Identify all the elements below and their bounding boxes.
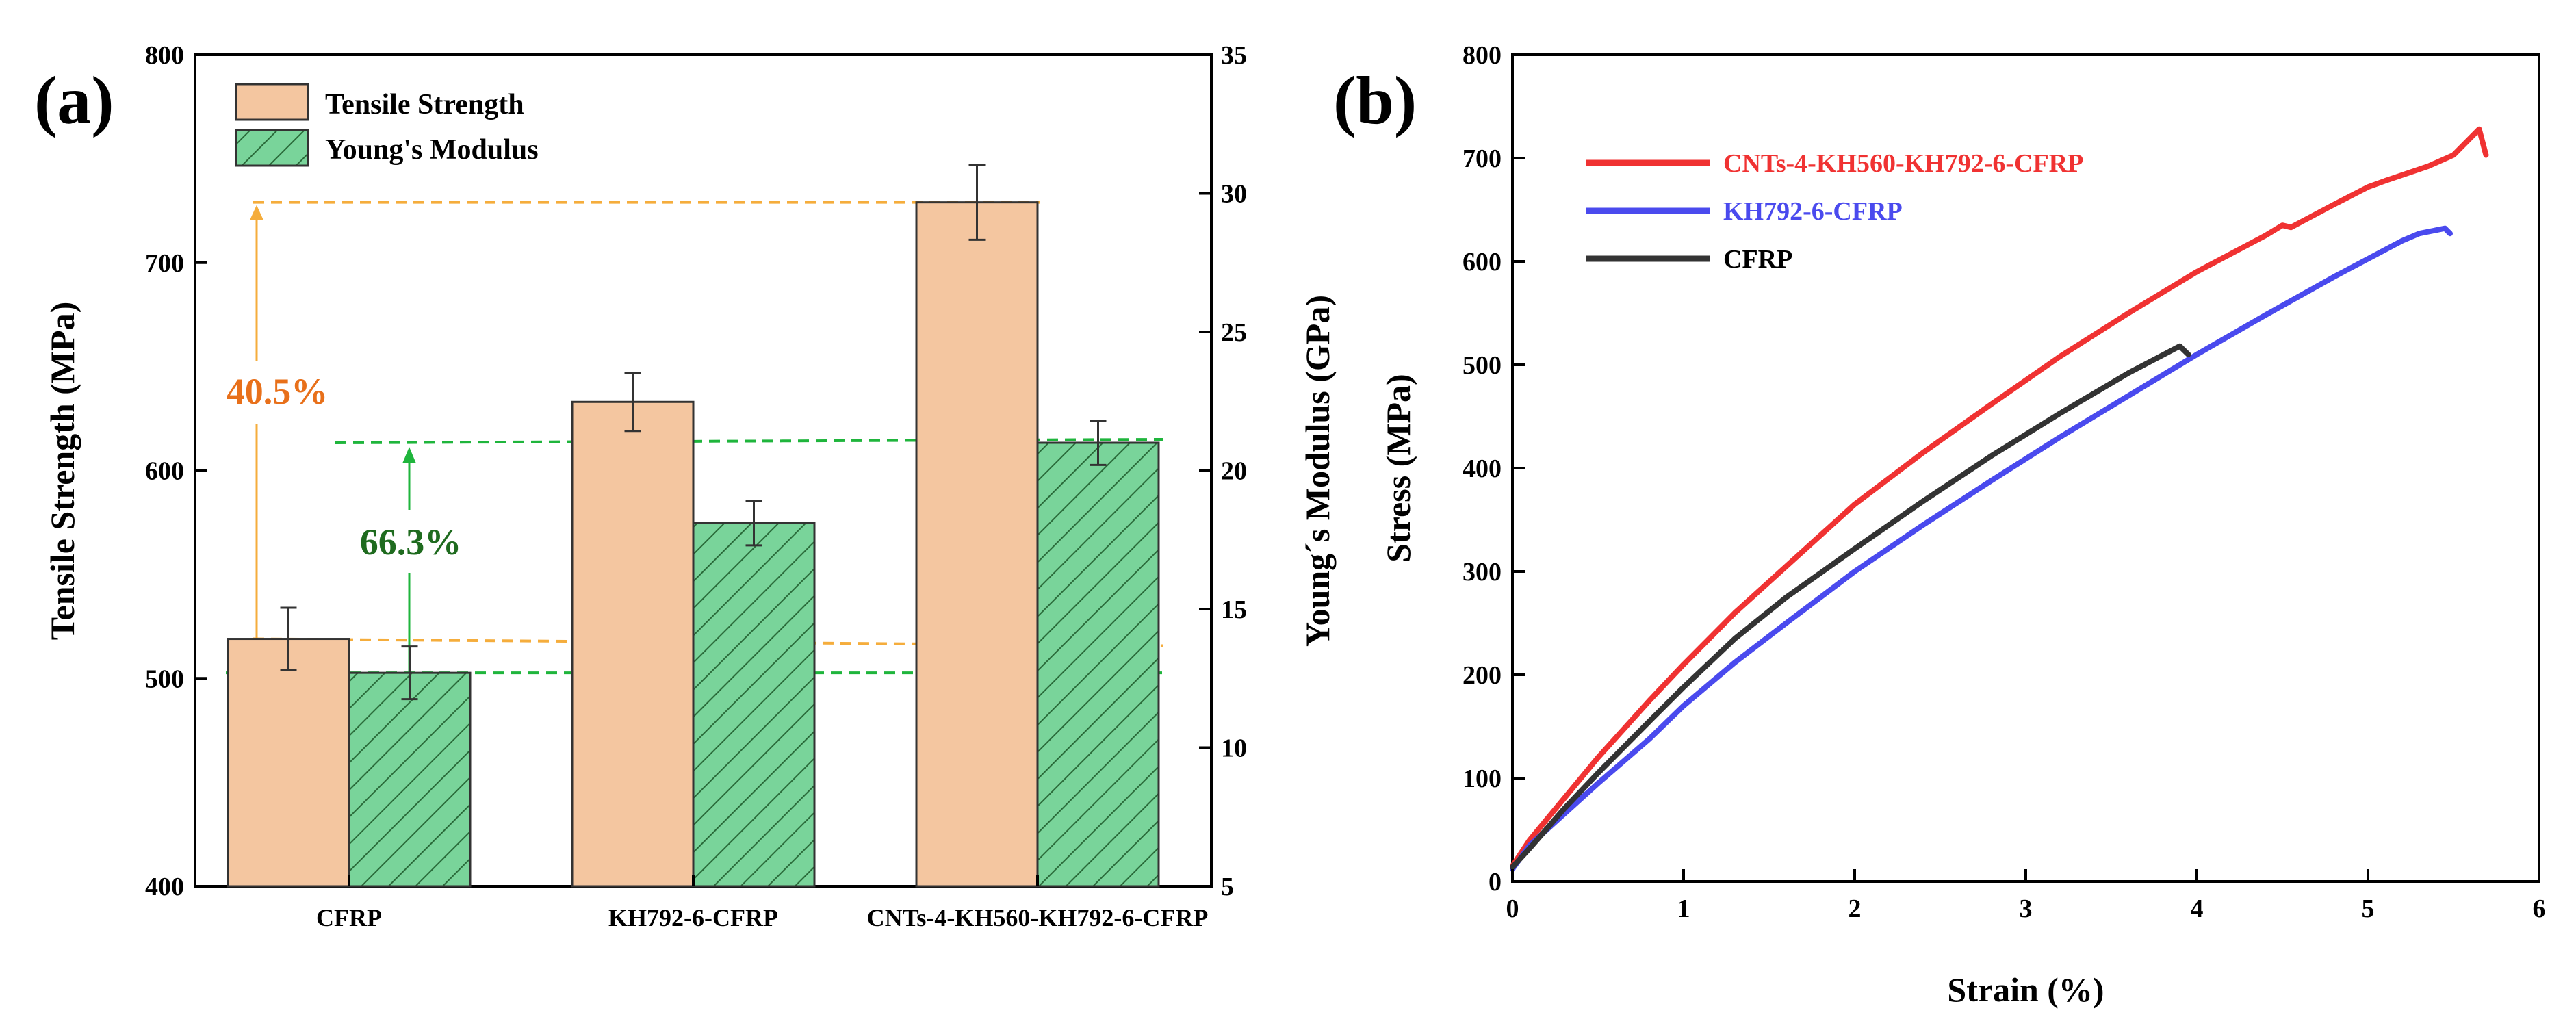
x-tick-label: 5 xyxy=(2362,894,2375,923)
panel-a-category-labels: CFRP KH792-6-CFRP CNTs-4-KH560-KH792-6-CFR… xyxy=(316,875,1208,931)
bar-tensile-strength xyxy=(571,400,695,888)
panel-b-legend: CNTs-4-KH560-KH792-6-CFRP KH792-6-CFRP C… xyxy=(1586,149,2083,274)
panel-a-annotations: 40.5% 66.3% xyxy=(218,361,479,573)
right-tick-label: 20 xyxy=(1221,457,1247,486)
left-tick-label: 700 xyxy=(145,249,184,278)
legend-label-cfrp: CFRP xyxy=(1723,245,1792,274)
panel-a-bar-chart: (a) 400 500 600 700 800 5 10 15 20 25 30 35 CFRP KH… xyxy=(34,41,1337,931)
panel-a-legend: Tensile Strength Young's Modulus xyxy=(235,83,539,167)
x-tick-label: 3 xyxy=(2020,894,2033,923)
annotation-box-40-5 xyxy=(218,361,341,424)
arrow-modulus-head xyxy=(402,447,416,463)
y-tick-label: 200 xyxy=(1463,661,1502,690)
y-tick-label: 400 xyxy=(1463,454,1502,483)
series-line xyxy=(1510,343,2191,870)
panel-a-bars xyxy=(227,164,1160,888)
panel-b-x-axis-ticks: 0 1 2 3 4 5 6 xyxy=(1506,869,2546,923)
panel-a-y2-axis-title: Young´s Modulus (GPa) xyxy=(1298,295,1337,647)
panel-b-x-axis-title: Strain (%) xyxy=(1947,970,2104,1009)
y-tick-label: 800 xyxy=(1463,41,1502,70)
panel-a-left-axis-ticks: 400 500 600 700 800 xyxy=(145,41,207,901)
right-tick-label: 35 xyxy=(1221,41,1247,70)
bar-tensile-strength xyxy=(227,638,350,888)
right-tick-label: 10 xyxy=(1221,734,1247,763)
right-tick-label: 30 xyxy=(1221,180,1247,209)
y-tick-label: 700 xyxy=(1463,144,1502,173)
y-tick-label: 300 xyxy=(1463,558,1502,587)
left-tick-label: 400 xyxy=(145,873,184,901)
x-tick-label: 0 xyxy=(1506,894,1519,923)
legend-swatch-youngs-modulus xyxy=(235,129,309,167)
category-label: CFRP xyxy=(316,904,382,931)
category-label: KH792-6-CFRP xyxy=(608,904,778,931)
panel-a-label: (a) xyxy=(34,62,114,138)
annotation-box-66-3 xyxy=(342,510,479,573)
series-line xyxy=(1510,225,2453,872)
annotation-tensile-increase: 40.5% xyxy=(227,371,329,412)
y-tick-label: 100 xyxy=(1463,764,1502,793)
category-label: CNTs-4-KH560-KH792-6-CFRP xyxy=(867,904,1209,931)
series-line xyxy=(1510,126,2489,869)
right-tick-label: 5 xyxy=(1221,873,1234,901)
y-tick-label: 600 xyxy=(1463,248,1502,276)
panel-b-y-axis-ticks: 0 100 200 300 400 500 600 700 800 xyxy=(1463,41,1525,897)
left-tick-label: 800 xyxy=(145,41,184,70)
dashed-line-modulus-top xyxy=(335,438,1164,444)
right-tick-label: 15 xyxy=(1221,595,1247,624)
panel-b-line-chart: (b) 0 1 2 3 4 5 6 0 100 200 300 400 500 600 700 800 St… xyxy=(1333,41,2546,1009)
panel-a-y-axis-title: Tensile Strength (MPa) xyxy=(43,302,81,640)
legend-label-tensile-strength: Tensile Strength xyxy=(325,89,524,120)
x-tick-label: 2 xyxy=(1849,894,1862,923)
left-tick-label: 600 xyxy=(145,457,184,486)
y-tick-label: 500 xyxy=(1463,351,1502,380)
legend-label-kh792: KH792-6-CFRP xyxy=(1723,197,1903,226)
legend-label-youngs-modulus: Young's Modulus xyxy=(325,134,539,166)
x-tick-label: 6 xyxy=(2533,894,2546,923)
arrow-tensile-head xyxy=(250,205,263,220)
annotation-modulus-increase: 66.3% xyxy=(360,522,462,563)
y-tick-label: 0 xyxy=(1489,868,1502,897)
right-tick-label: 25 xyxy=(1221,318,1247,347)
bar-youngs-modulus xyxy=(692,522,816,888)
panel-a-right-axis-ticks: 5 10 15 20 25 30 35 xyxy=(1199,41,1247,901)
x-tick-label: 1 xyxy=(1677,894,1690,923)
panel-b-y-axis-title: Stress (MPa) xyxy=(1379,374,1417,562)
bar-youngs-modulus xyxy=(1036,441,1160,888)
legend-swatch-tensile-strength xyxy=(235,83,309,121)
bar-youngs-modulus xyxy=(348,671,472,888)
left-tick-label: 500 xyxy=(145,665,184,693)
panel-b-label: (b) xyxy=(1333,62,1417,138)
bar-tensile-strength xyxy=(915,201,1039,888)
x-tick-label: 4 xyxy=(2191,894,2204,923)
legend-label-cnts: CNTs-4-KH560-KH792-6-CFRP xyxy=(1723,149,2083,178)
panel-b-series-lines xyxy=(1510,126,2489,872)
